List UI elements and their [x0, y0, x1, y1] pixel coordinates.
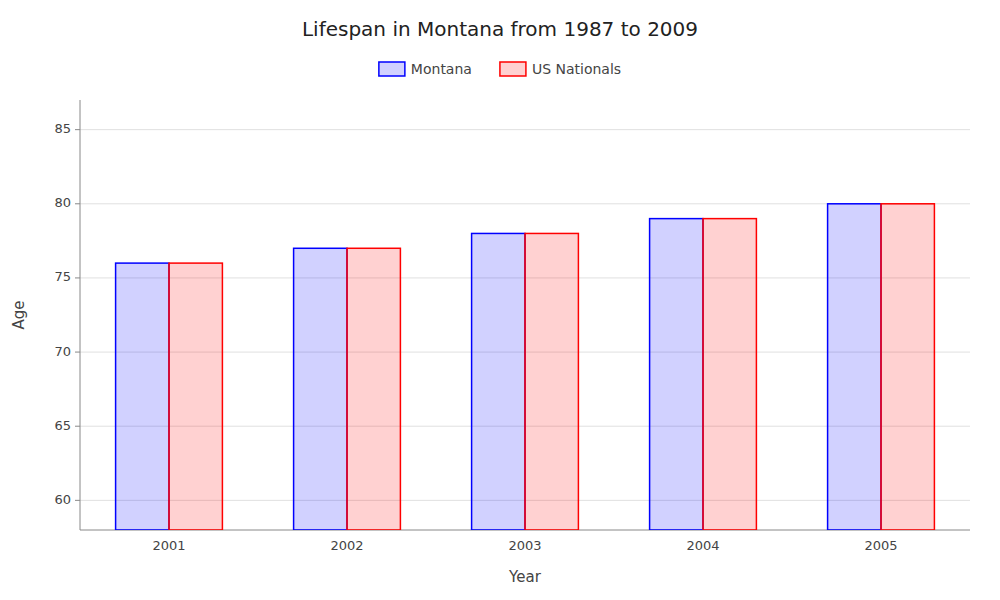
page: {"chart_data": {"type": "bar", "title": …	[0, 0, 1000, 600]
y-tick-label: 75	[54, 269, 71, 284]
legend-label: US Nationals	[532, 61, 621, 77]
y-tick	[75, 500, 80, 501]
bar	[347, 248, 400, 530]
axes: 60 65 70 75 80 85 2001 2002 2003 2004 2005	[54, 100, 970, 553]
bar	[525, 233, 578, 530]
y-tick-label: 80	[54, 195, 71, 210]
bars	[116, 204, 935, 530]
bar	[294, 248, 347, 530]
bar	[828, 204, 881, 530]
bar	[703, 219, 756, 530]
y-tick	[75, 129, 80, 130]
y-tick-label: 70	[54, 344, 71, 359]
y-tick	[75, 203, 80, 204]
legend-swatch	[500, 62, 526, 76]
y-tick-label: 65	[54, 418, 71, 433]
x-axis-label: Year	[508, 568, 542, 586]
bar	[169, 263, 222, 530]
bar	[116, 263, 169, 530]
chart-svg: 60 65 70 75 80 85 2001 2002 2003 2004 2005 Year Age L…	[0, 0, 1000, 600]
x-tick-label: 2003	[508, 538, 541, 553]
y-axis-label: Age	[10, 300, 28, 329]
legend-swatch	[379, 62, 405, 76]
grid-line	[80, 129, 970, 130]
legend-item: Montana	[379, 61, 472, 77]
y-tick	[75, 426, 80, 427]
y-tick-label: 60	[54, 492, 71, 507]
bar	[650, 219, 703, 530]
title: Lifespan in Montana from 1987 to 2009	[302, 17, 698, 41]
legend-item: US Nationals	[500, 61, 621, 77]
legend-label: Montana	[411, 61, 472, 77]
bar	[472, 233, 525, 530]
x-tick-label: 2001	[152, 538, 185, 553]
y-tick	[75, 277, 80, 278]
y-tick	[75, 352, 80, 353]
y-tick-label: 85	[54, 121, 71, 136]
legend: Montana US Nationals	[379, 61, 621, 77]
x-tick-label: 2004	[686, 538, 719, 553]
x-tick-label: 2005	[864, 538, 897, 553]
bar	[881, 204, 934, 530]
y-axis-line	[80, 100, 81, 530]
chart-container: 60 65 70 75 80 85 2001 2002 2003 2004 2005 Year Age L…	[0, 0, 1000, 600]
x-tick-label: 2002	[330, 538, 363, 553]
